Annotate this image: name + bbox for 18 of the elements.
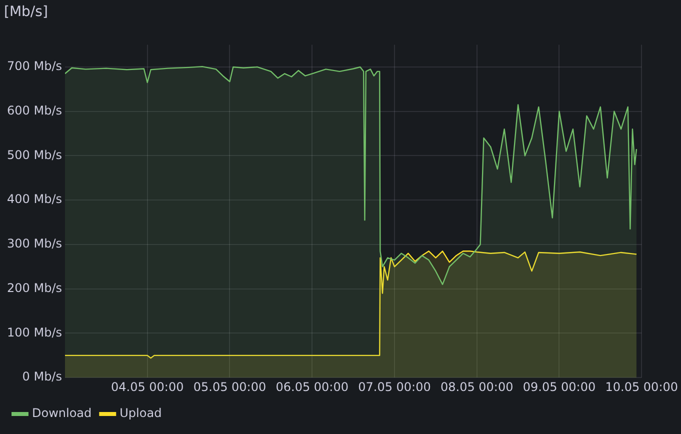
y-tick-label: 700 Mb/s bbox=[7, 59, 62, 74]
y-tick-label: 600 Mb/s bbox=[7, 103, 62, 118]
y-tick-label: 200 Mb/s bbox=[7, 280, 62, 295]
x-tick-label: 04.05 00:00 bbox=[110, 380, 184, 394]
y-tick-label: 100 Mb/s bbox=[7, 325, 62, 340]
y-tick-label: 300 Mb/s bbox=[7, 236, 62, 251]
y-tick-label: 500 Mb/s bbox=[7, 148, 62, 162]
x-tick-label: 08.05 00:00 bbox=[440, 380, 514, 394]
y-tick-label: 0 Mb/s bbox=[22, 370, 62, 384]
chart-title: [Mb/s] bbox=[4, 4, 48, 20]
legend-label: Download bbox=[32, 406, 92, 420]
x-tick-label: 06.05 00:00 bbox=[276, 380, 348, 394]
y-tick-label: 400 Mb/s bbox=[7, 192, 62, 206]
x-tick-label: 07.05 00:00 bbox=[358, 380, 431, 394]
legend-label: Upload bbox=[120, 406, 162, 420]
x-tick-label: 09.05 00:00 bbox=[522, 380, 596, 394]
x-tick-label: 10.05 00:00 bbox=[605, 380, 678, 394]
x-tick-label: 05.05 00:00 bbox=[193, 380, 266, 394]
